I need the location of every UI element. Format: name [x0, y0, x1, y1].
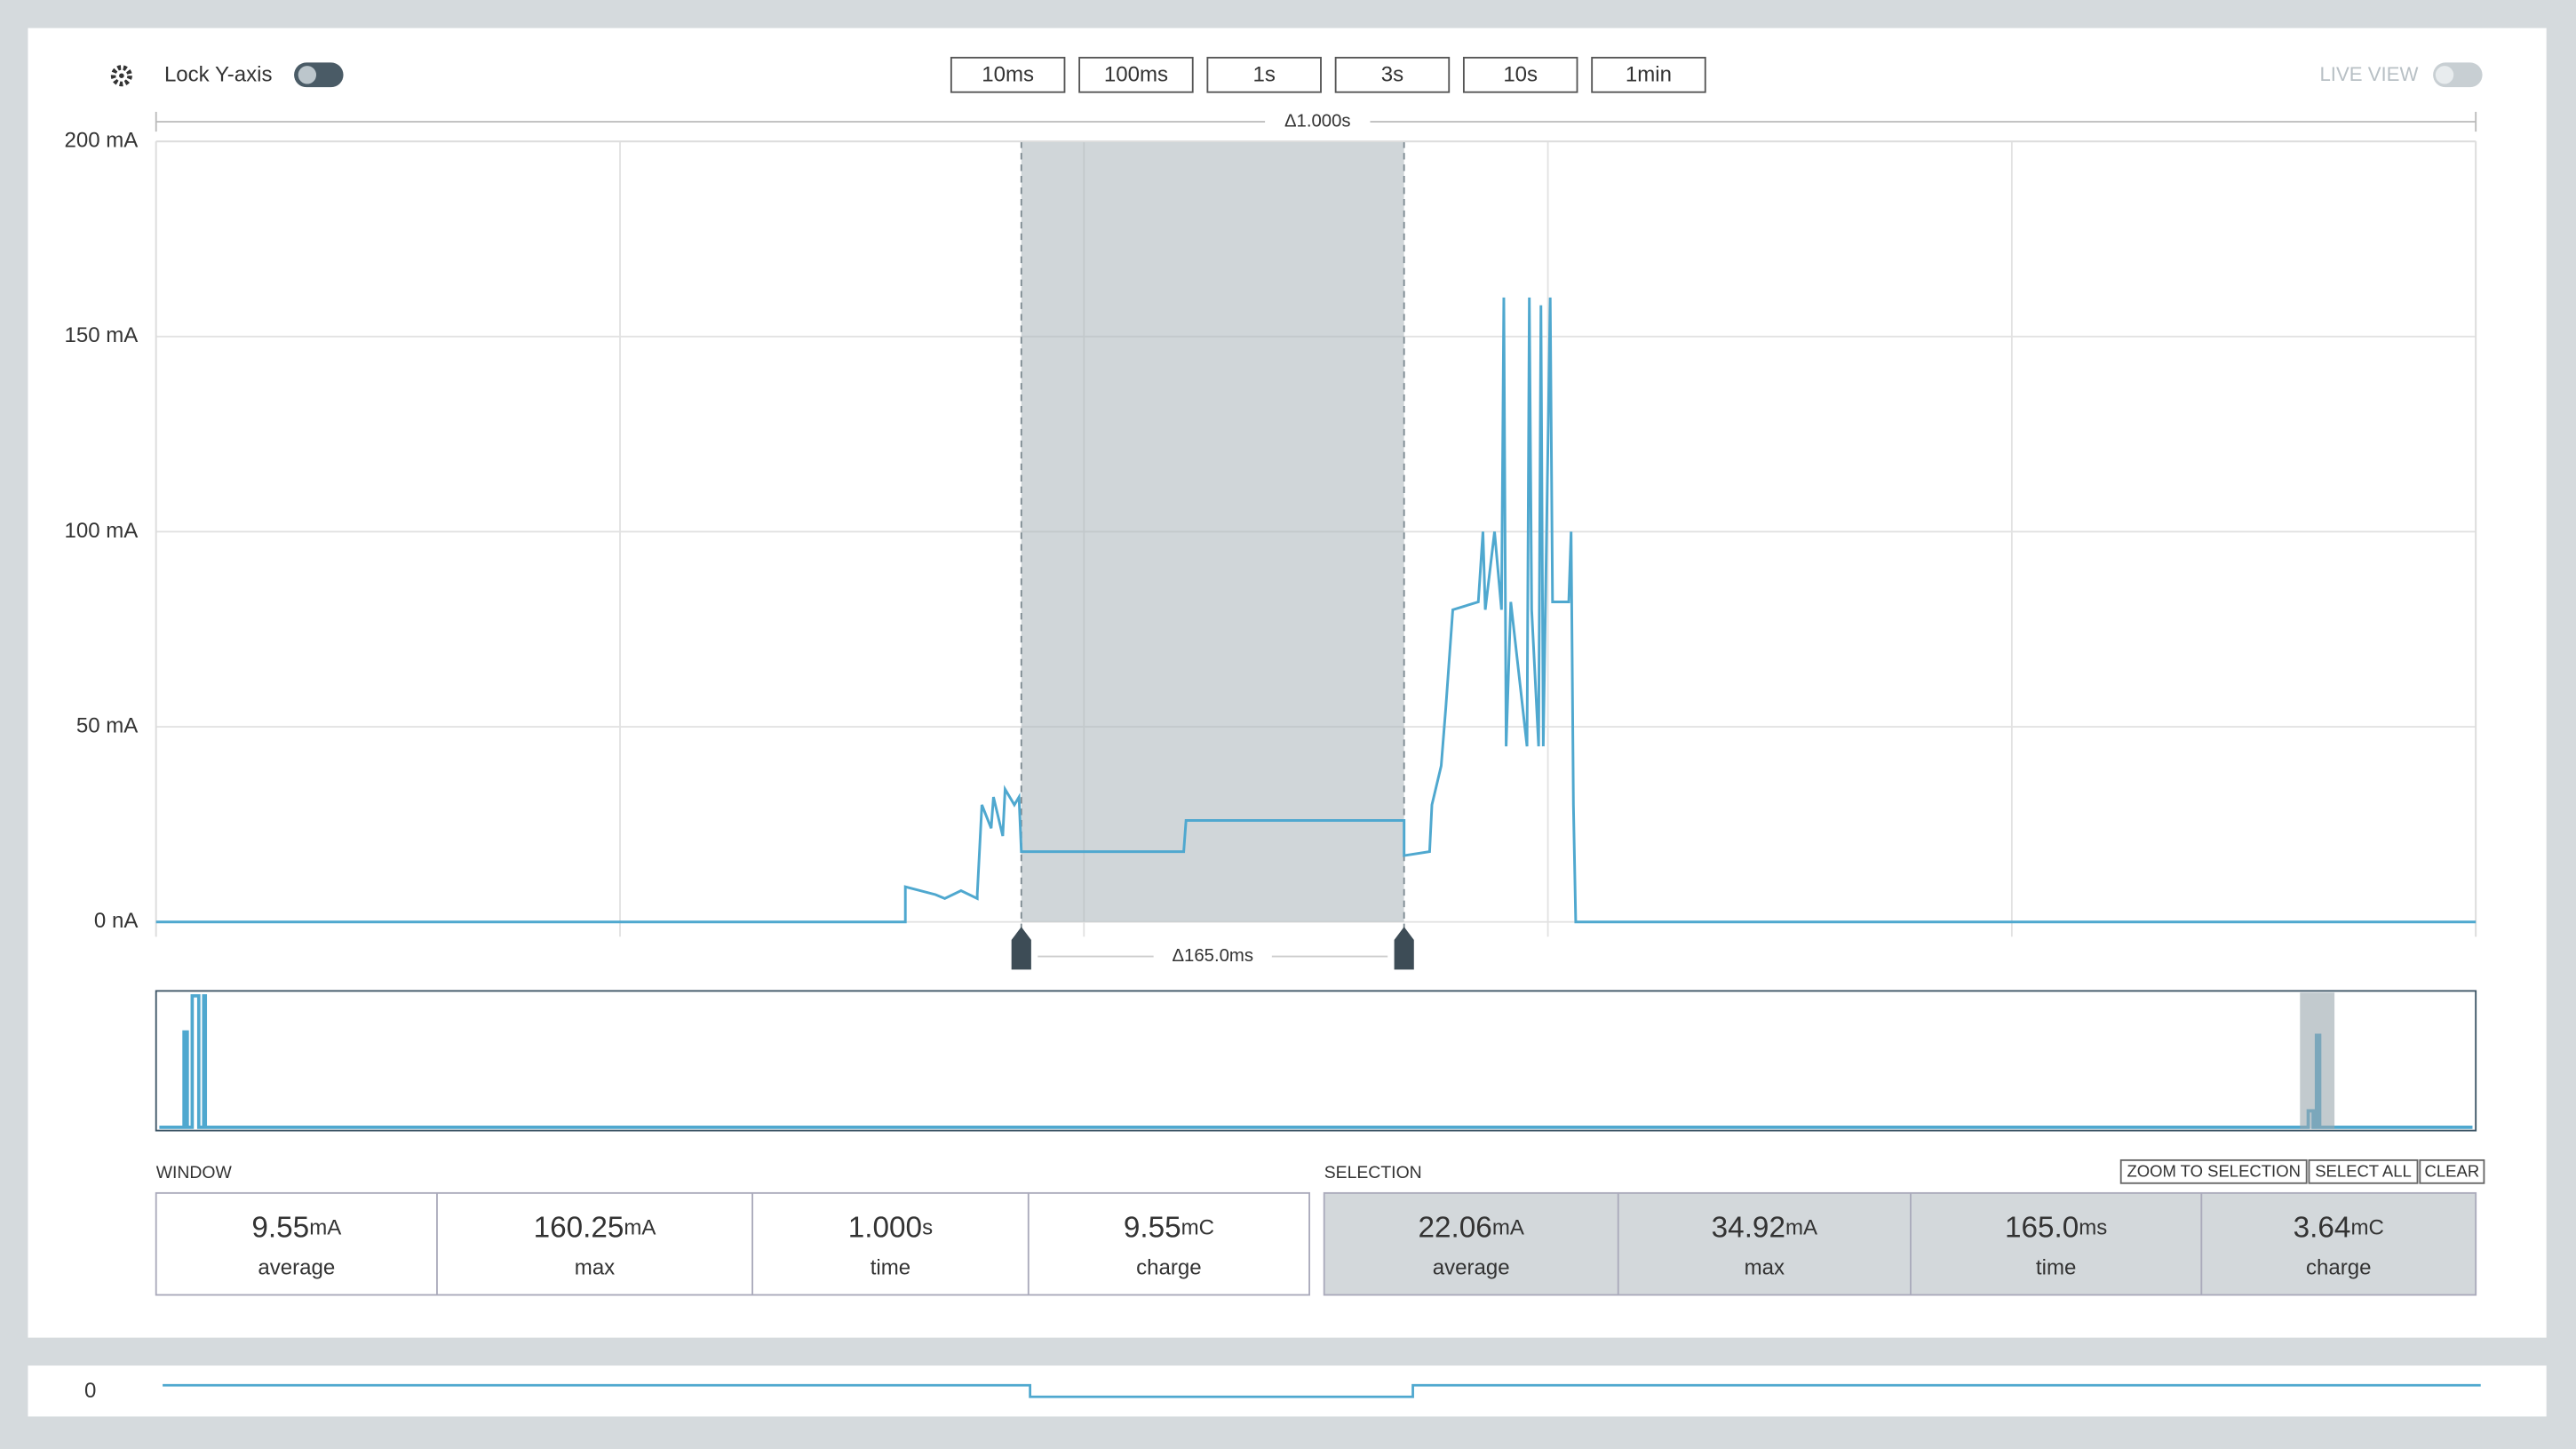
- y-tick-label: 200 mA: [65, 129, 139, 153]
- overview: [155, 990, 2477, 1132]
- selection-action-label: CLEAR: [2425, 1162, 2480, 1181]
- selection-action-label: ZOOM TO SELECTION: [2127, 1162, 2301, 1181]
- timespan-label: 100ms: [1104, 63, 1168, 87]
- lock-toggle[interactable]: [294, 62, 344, 88]
- stat-label: max: [1745, 1255, 1785, 1279]
- timespan-button[interactable]: [1334, 56, 1451, 93]
- window-label-bg: [1265, 108, 1371, 135]
- selection-span-bg: [1153, 943, 1272, 970]
- stats-title: SELECTION: [1324, 1163, 1422, 1182]
- stat-unit: mA: [1492, 1216, 1524, 1240]
- stat-value: 1.000s: [848, 1211, 933, 1244]
- selection-action[interactable]: [2308, 1158, 2419, 1184]
- stat-number: 34.92: [1712, 1211, 1785, 1244]
- selection-span-label: Δ165.0ms: [1172, 946, 1253, 966]
- live-view-toggle[interactable]: [2433, 62, 2483, 88]
- stat-value: 34.92mA: [1712, 1211, 1817, 1244]
- y-tick-label: 150 mA: [65, 323, 139, 347]
- timespan-button[interactable]: [1206, 56, 1322, 93]
- stat-number: 22.06: [1419, 1211, 1492, 1244]
- digital-panel: [28, 1365, 2547, 1417]
- timespan-button[interactable]: [1078, 56, 1194, 93]
- stat-value: 9.55mA: [251, 1211, 341, 1244]
- y-tick-label: 100 mA: [65, 519, 139, 543]
- stat-number: 165.0: [2005, 1211, 2079, 1244]
- stat-label: average: [1433, 1255, 1510, 1279]
- timespan-button[interactable]: [1591, 56, 1706, 93]
- stat-number: 1.000: [848, 1211, 922, 1244]
- y-tick-label: 0 nA: [94, 909, 138, 933]
- selection-action[interactable]: [2119, 1158, 2308, 1184]
- settings-icon[interactable]: [110, 65, 132, 87]
- selection-action-label: SELECT ALL: [2315, 1162, 2412, 1181]
- stat-value: 165.0ms: [2005, 1211, 2107, 1244]
- stat-number: 9.55: [1124, 1211, 1181, 1244]
- stats-box: [155, 1191, 1310, 1296]
- stat-label: time: [871, 1255, 910, 1279]
- stat-number: 160.25: [534, 1211, 624, 1244]
- stat-unit: mC: [2350, 1216, 2383, 1240]
- digital-trace: [163, 1383, 2481, 1398]
- stat-number: 9.55: [251, 1211, 309, 1244]
- cursor-handle[interactable]: [1011, 927, 1031, 970]
- stat-unit: ms: [2079, 1216, 2107, 1240]
- stat-label: charge: [2306, 1255, 2371, 1279]
- timespan-label: 1s: [1252, 63, 1275, 87]
- stats-box: [1323, 1191, 2477, 1296]
- stat-value: 160.25mA: [534, 1211, 656, 1244]
- live-view-label: LIVE VIEW: [2319, 63, 2418, 85]
- timespan-label: 10ms: [982, 63, 1034, 87]
- window-span: Δ1.000s: [1284, 111, 1351, 131]
- current-trace: [155, 297, 2477, 924]
- stat-label: charge: [1136, 1255, 1201, 1279]
- overview-window: [2300, 992, 2335, 1129]
- stat-unit: mC: [1181, 1216, 1214, 1240]
- selection-action[interactable]: [2419, 1158, 2485, 1184]
- stat-unit: mA: [1785, 1216, 1817, 1240]
- timespan-label: 1min: [1626, 63, 1672, 87]
- y-tick-label: 50 mA: [76, 713, 138, 737]
- stat-value: 22.06mA: [1419, 1211, 1524, 1244]
- cursor-handle[interactable]: [1394, 927, 1414, 970]
- stat-value: 3.64mC: [2294, 1211, 2384, 1244]
- timespan-label: 10s: [1503, 63, 1538, 87]
- stats-title: WINDOW: [156, 1163, 233, 1182]
- selection-area: [1021, 141, 1404, 922]
- timespan-button[interactable]: [1462, 56, 1578, 93]
- timespan-button[interactable]: [950, 56, 1066, 93]
- timespan-label: 3s: [1381, 63, 1403, 87]
- lock-label: Lock Y-axis: [164, 63, 273, 87]
- stat-unit: mA: [624, 1216, 656, 1240]
- stat-unit: mA: [309, 1216, 341, 1240]
- stat-unit: s: [922, 1216, 933, 1240]
- stat-label: time: [2036, 1255, 2076, 1279]
- stat-number: 3.64: [2294, 1211, 2351, 1244]
- digital-channel-label: 0: [84, 1379, 96, 1403]
- stat-value: 9.55mC: [1124, 1211, 1214, 1244]
- stat-label: average: [258, 1255, 335, 1279]
- stat-label: max: [575, 1255, 615, 1279]
